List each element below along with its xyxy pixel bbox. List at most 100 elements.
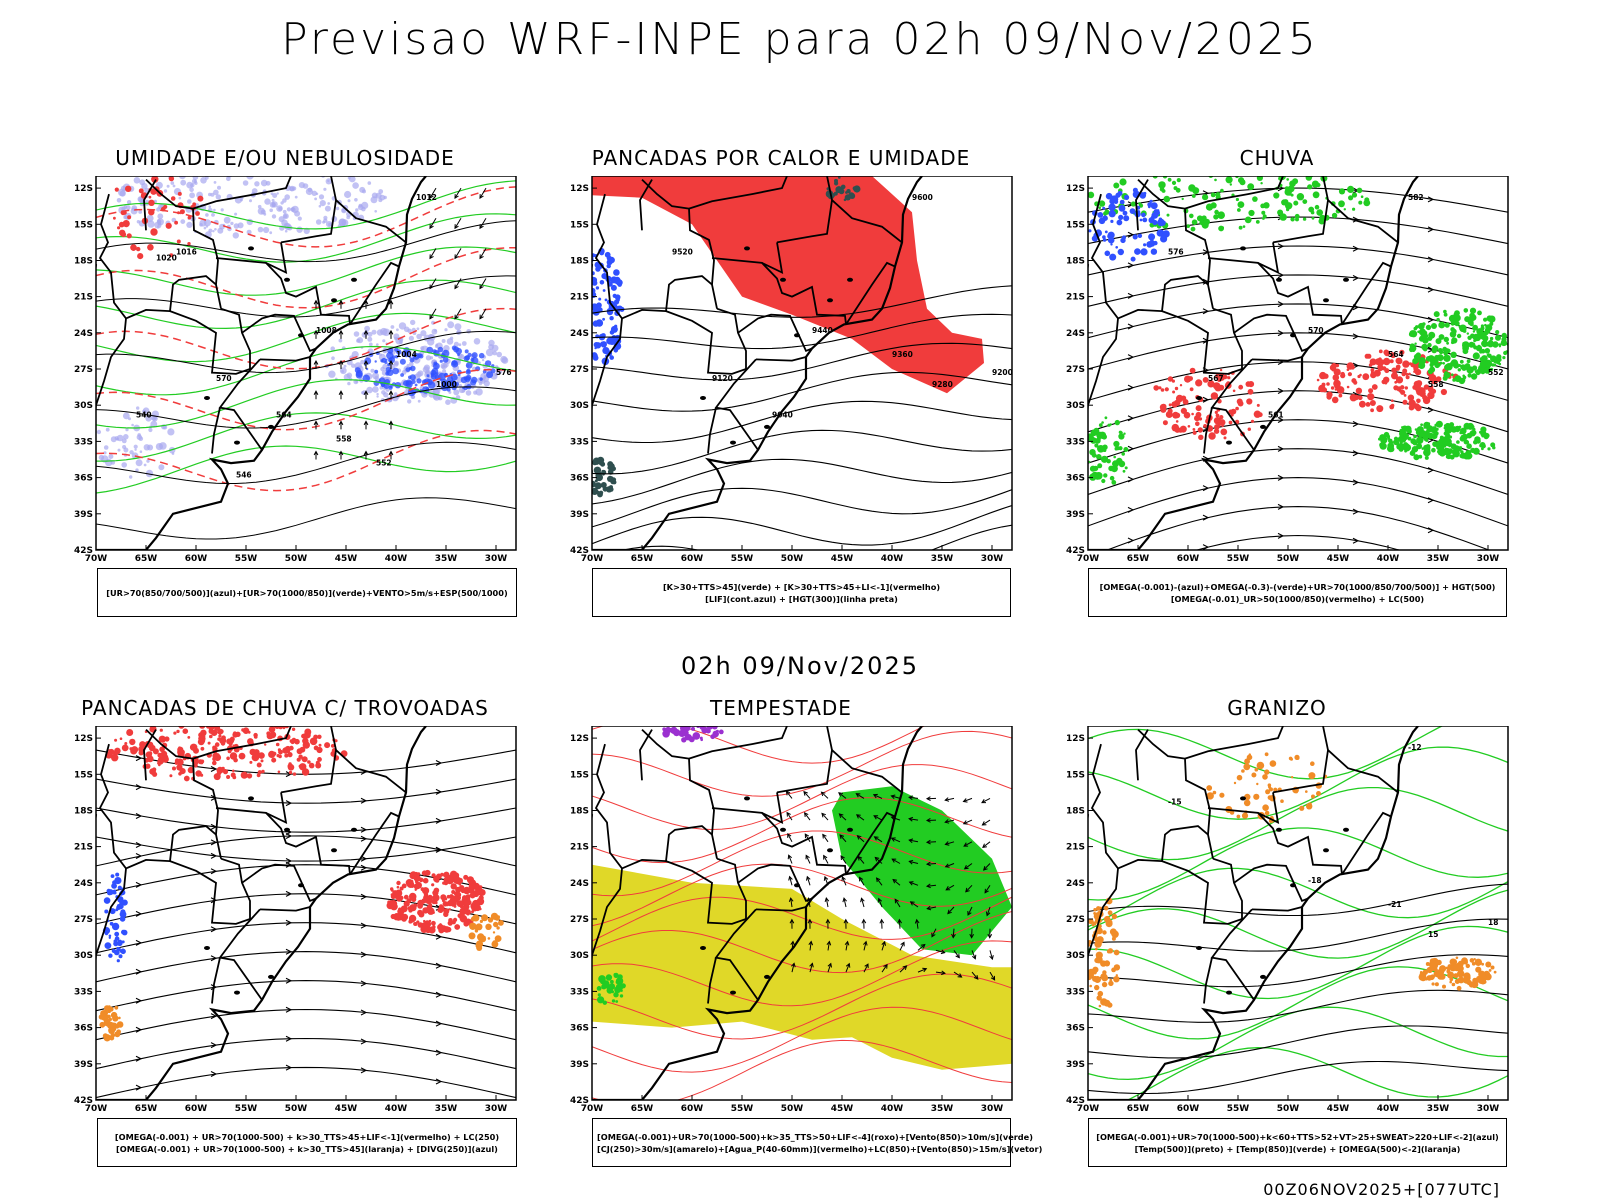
border-line	[761, 792, 784, 825]
lon-tick-label: 50W	[285, 1104, 308, 1114]
lon-tick-label: 65W	[631, 1104, 654, 1114]
panel-title: TEMPESTADE	[710, 696, 852, 720]
lake	[1226, 440, 1232, 445]
border-line	[218, 908, 263, 1001]
lake	[1276, 277, 1282, 282]
lon-tick-label: 35W	[435, 1104, 458, 1114]
lat-tick-label: 12S	[570, 184, 589, 194]
border-line	[98, 193, 171, 320]
border-line	[145, 178, 222, 309]
lake	[827, 298, 833, 303]
lat-tick-label: 15S	[570, 220, 589, 230]
contour-label: 9200	[992, 368, 1013, 377]
legend-line: [OMEGA(-0.01)_UR>50(1000/850)(vermelho) …	[1170, 593, 1425, 604]
border-line	[335, 199, 407, 244]
lat-tick-label: 21S	[74, 843, 93, 853]
map-granizo[interactable]: -12 -15 -18 -21 15 18 12S 15S 18S 21S 24S 27S 30S 33S…	[1062, 726, 1512, 1116]
lat-tick-label: 27S	[570, 365, 589, 375]
panel-title: PANCADAS POR CALOR E UMIDADE	[591, 146, 971, 170]
lake	[204, 946, 210, 950]
map-chuva[interactable]: 582 576 570 564 558 552 567 561 12S 15S 18S 21S 24S 2…	[1062, 176, 1512, 566]
border-line	[1251, 356, 1303, 362]
border-line	[831, 749, 903, 794]
lat-tick-label: 18S	[570, 257, 589, 267]
lat-tick-label: 39S	[74, 510, 93, 520]
lake	[351, 827, 357, 832]
border-line	[1090, 193, 1163, 320]
panel-title: CHUVA	[1239, 146, 1315, 170]
lat-tick-label: 42S	[570, 1096, 589, 1106]
border-line	[1161, 825, 1243, 925]
lat-tick-label: 21S	[570, 843, 589, 853]
lon-tick-label: 45W	[1327, 1104, 1350, 1114]
border-line	[1341, 811, 1392, 875]
border-line	[349, 811, 400, 875]
lake	[298, 883, 304, 888]
lat-tick-label: 39S	[1066, 1060, 1085, 1070]
lat-tick-label: 36S	[570, 474, 589, 484]
border-line	[1184, 726, 1284, 760]
map-frame	[591, 176, 1013, 551]
lon-tick-label: 65W	[1127, 1104, 1150, 1114]
lat-tick-label: 18S	[1066, 257, 1085, 267]
lake	[248, 246, 254, 251]
border-line	[1233, 863, 1309, 903]
legend-line: [OMEGA(-0.001)-(azul)+OMEGA(-0.3)-(verde…	[1099, 581, 1496, 592]
contour-label: -12	[1408, 743, 1422, 752]
lake	[794, 333, 800, 338]
contour-label: -21	[1388, 900, 1402, 909]
border-line	[1137, 728, 1214, 859]
lon-tick-label: 50W	[781, 554, 804, 564]
lat-tick-label: 27S	[1066, 915, 1085, 925]
border-line	[143, 179, 157, 231]
lat-tick-label: 36S	[1066, 1024, 1085, 1034]
lake	[1323, 848, 1329, 853]
legend-line: [K>30+TTS>45](verde) + [K>30+TTS>45+LI<-…	[662, 581, 941, 592]
lake	[744, 246, 750, 251]
lake	[700, 396, 706, 400]
contour-label: 552	[376, 459, 392, 468]
border-line	[845, 811, 896, 875]
contour-label: 564	[1388, 350, 1404, 359]
lon-tick-label: 45W	[335, 554, 358, 564]
lake	[794, 883, 800, 888]
contour-label: 582	[1408, 193, 1424, 202]
lake	[1323, 298, 1329, 303]
lon-tick-label: 60W	[681, 1104, 704, 1114]
border-line	[1272, 176, 1329, 244]
border-line	[737, 863, 813, 903]
lon-tick-label: 35W	[1427, 1104, 1450, 1114]
lat-tick-label: 18S	[74, 257, 93, 267]
lon-tick-label: 40W	[881, 1104, 904, 1114]
border-line	[169, 275, 251, 375]
lon-tick-label: 55W	[731, 1104, 754, 1114]
lat-tick-label: 15S	[74, 220, 93, 230]
lat-tick-label: 30S	[570, 401, 589, 411]
coastline	[592, 726, 923, 1100]
map-frame	[95, 176, 517, 551]
border-line	[845, 261, 896, 325]
lat-tick-label: 24S	[1066, 329, 1085, 339]
lat-tick-label: 27S	[570, 915, 589, 925]
lake	[234, 990, 240, 995]
lake	[1290, 883, 1296, 888]
coastline	[592, 176, 923, 550]
contour-label: 558	[336, 434, 352, 443]
map-pancadas-calor[interactable]: 9600 9520 9440 9360 9280 9200 9120 9040 12S 15S 18…	[566, 176, 1016, 566]
border-line	[831, 199, 903, 244]
contour-label: 558	[1428, 380, 1444, 389]
lake	[827, 848, 833, 853]
page-title: Previsao WRF-INPE para 02h 09/Nov/2025	[281, 14, 1319, 65]
legend-line: [OMEGA(-0.001)+UR>70(1000-500)+k>35_TTS>…	[597, 1131, 1033, 1142]
contour-label: 15	[1428, 930, 1438, 939]
lon-tick-label: 40W	[881, 554, 904, 564]
lake	[284, 277, 290, 282]
border-line	[755, 356, 807, 362]
contour-label: -18	[1308, 876, 1322, 885]
contour-label: 570	[216, 374, 232, 383]
lake	[1240, 796, 1246, 801]
lat-tick-label: 15S	[1066, 770, 1085, 780]
map-umidade[interactable]: 1012 1016 1008 1004 1000 576 570 564 558 552 546 54…	[70, 176, 520, 566]
